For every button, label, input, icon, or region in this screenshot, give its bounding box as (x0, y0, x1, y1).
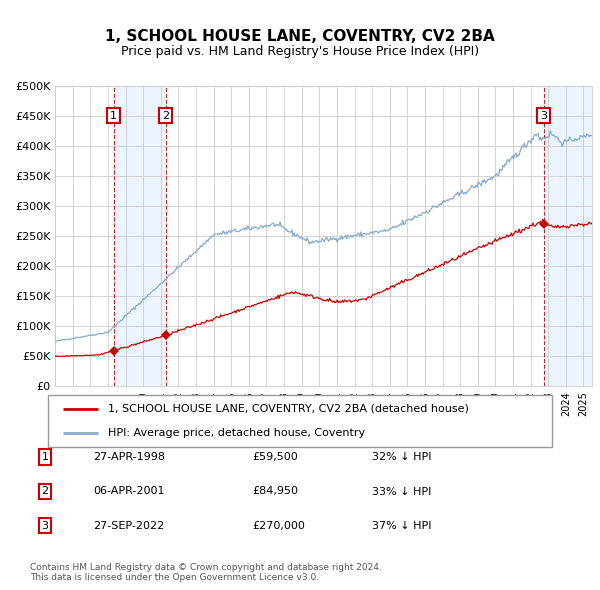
Text: £59,500: £59,500 (252, 453, 298, 462)
Text: 27-APR-1998: 27-APR-1998 (93, 453, 165, 462)
Text: 27-SEP-2022: 27-SEP-2022 (93, 521, 164, 530)
Text: 1, SCHOOL HOUSE LANE, COVENTRY, CV2 2BA (detached house): 1, SCHOOL HOUSE LANE, COVENTRY, CV2 2BA … (109, 404, 469, 414)
Bar (544, 86, 592, 386)
Bar (113, 86, 166, 386)
Text: 3: 3 (540, 111, 547, 120)
Text: 2: 2 (162, 111, 169, 120)
Text: £84,950: £84,950 (252, 487, 298, 496)
Text: 1, SCHOOL HOUSE LANE, COVENTRY, CV2 2BA: 1, SCHOOL HOUSE LANE, COVENTRY, CV2 2BA (105, 29, 495, 44)
Text: 1: 1 (41, 453, 49, 462)
Text: 2: 2 (41, 487, 49, 496)
Text: 3: 3 (41, 521, 49, 530)
Text: 06-APR-2001: 06-APR-2001 (93, 487, 164, 496)
Text: Contains HM Land Registry data © Crown copyright and database right 2024.
This d: Contains HM Land Registry data © Crown c… (30, 563, 382, 582)
Text: 1: 1 (110, 111, 117, 120)
Text: 33% ↓ HPI: 33% ↓ HPI (372, 487, 431, 496)
Text: £270,000: £270,000 (252, 521, 305, 530)
Text: 37% ↓ HPI: 37% ↓ HPI (372, 521, 431, 530)
Text: Price paid vs. HM Land Registry's House Price Index (HPI): Price paid vs. HM Land Registry's House … (121, 45, 479, 58)
Text: HPI: Average price, detached house, Coventry: HPI: Average price, detached house, Cove… (109, 428, 365, 438)
Text: 32% ↓ HPI: 32% ↓ HPI (372, 453, 431, 462)
